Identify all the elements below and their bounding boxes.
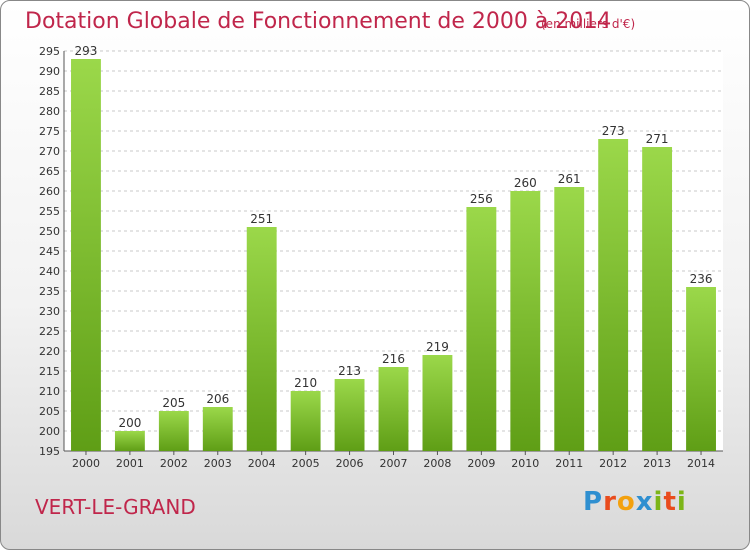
bar xyxy=(554,187,585,451)
x-tick-label: 2004 xyxy=(248,457,276,470)
y-tick-label: 260 xyxy=(39,185,60,198)
y-tick-label: 235 xyxy=(39,285,60,298)
bar xyxy=(686,287,716,451)
x-tick-label: 2009 xyxy=(467,457,495,470)
bar-value-label: 205 xyxy=(162,396,185,410)
logo-letter: o xyxy=(616,487,636,517)
logo-letter: P xyxy=(583,487,604,517)
x-tick-label: 2007 xyxy=(380,457,408,470)
bar-value-label: 261 xyxy=(558,172,581,186)
y-tick-label: 275 xyxy=(39,125,60,138)
x-tick-label: 2005 xyxy=(292,457,320,470)
y-tick-label: 220 xyxy=(39,345,60,358)
logo-letter: t xyxy=(663,487,677,517)
y-tick-label: 210 xyxy=(39,385,60,398)
bar xyxy=(642,147,673,451)
bar-value-label: 271 xyxy=(646,132,669,146)
bar-value-label: 293 xyxy=(75,44,98,58)
y-tick-label: 295 xyxy=(39,45,60,58)
x-tick-label: 2008 xyxy=(423,457,451,470)
bar xyxy=(158,411,189,451)
bar-value-label: 219 xyxy=(426,340,449,354)
y-tick-label: 245 xyxy=(39,245,60,258)
bar-value-label: 273 xyxy=(602,124,625,138)
x-tick-label: 2006 xyxy=(336,457,364,470)
bar xyxy=(202,407,233,451)
bar-value-label: 260 xyxy=(514,176,537,190)
x-tick-label: 2002 xyxy=(160,457,188,470)
x-tick-label: 2013 xyxy=(643,457,671,470)
y-tick-label: 230 xyxy=(39,305,60,318)
x-tick-label: 2011 xyxy=(555,457,583,470)
bar xyxy=(290,391,321,451)
logo-letter: i xyxy=(653,487,664,517)
bar-value-label: 216 xyxy=(382,352,405,366)
logo-letter: i xyxy=(676,487,687,517)
y-tick-label: 270 xyxy=(39,145,60,158)
y-tick-label: 200 xyxy=(39,425,60,438)
y-tick-label: 280 xyxy=(39,105,60,118)
chart-subtitle: (en milliers d'€) xyxy=(541,17,636,31)
bar xyxy=(246,227,277,451)
proxiti-logo: Proxiti xyxy=(583,487,687,517)
bar xyxy=(334,379,365,451)
bar xyxy=(71,59,101,451)
place-name: VERT-LE-GRAND xyxy=(35,495,196,519)
y-tick-label: 205 xyxy=(39,405,60,418)
logo-letter: x xyxy=(635,487,654,517)
y-tick-label: 285 xyxy=(39,85,60,98)
y-tick-label: 195 xyxy=(39,445,60,458)
x-tick-label: 2010 xyxy=(511,457,539,470)
logo-letter: r xyxy=(603,487,617,517)
bar-value-label: 213 xyxy=(338,364,361,378)
y-tick-label: 290 xyxy=(39,65,60,78)
bar xyxy=(378,367,409,451)
y-tick-label: 255 xyxy=(39,205,60,218)
bar xyxy=(114,431,145,451)
y-tick-label: 225 xyxy=(39,325,60,338)
bar-value-label: 210 xyxy=(294,376,317,390)
bar-value-label: 251 xyxy=(250,212,273,226)
bar-value-label: 200 xyxy=(118,416,141,430)
y-tick-label: 240 xyxy=(39,265,60,278)
bar xyxy=(510,191,541,451)
bar xyxy=(466,207,497,451)
bar xyxy=(422,355,453,451)
x-tick-label: 2014 xyxy=(687,457,715,470)
x-tick-label: 2003 xyxy=(204,457,232,470)
chart-title: Dotation Globale de Fonctionnement de 20… xyxy=(25,9,612,34)
bar xyxy=(598,139,629,451)
x-tick-label: 2012 xyxy=(599,457,627,470)
bar-value-label: 206 xyxy=(206,392,229,406)
x-tick-label: 2000 xyxy=(72,457,100,470)
bar-value-label: 256 xyxy=(470,192,493,206)
y-tick-label: 215 xyxy=(39,365,60,378)
x-tick-label: 2001 xyxy=(116,457,144,470)
y-tick-label: 250 xyxy=(39,225,60,238)
bar-value-label: 236 xyxy=(690,272,713,286)
y-tick-label: 265 xyxy=(39,165,60,178)
